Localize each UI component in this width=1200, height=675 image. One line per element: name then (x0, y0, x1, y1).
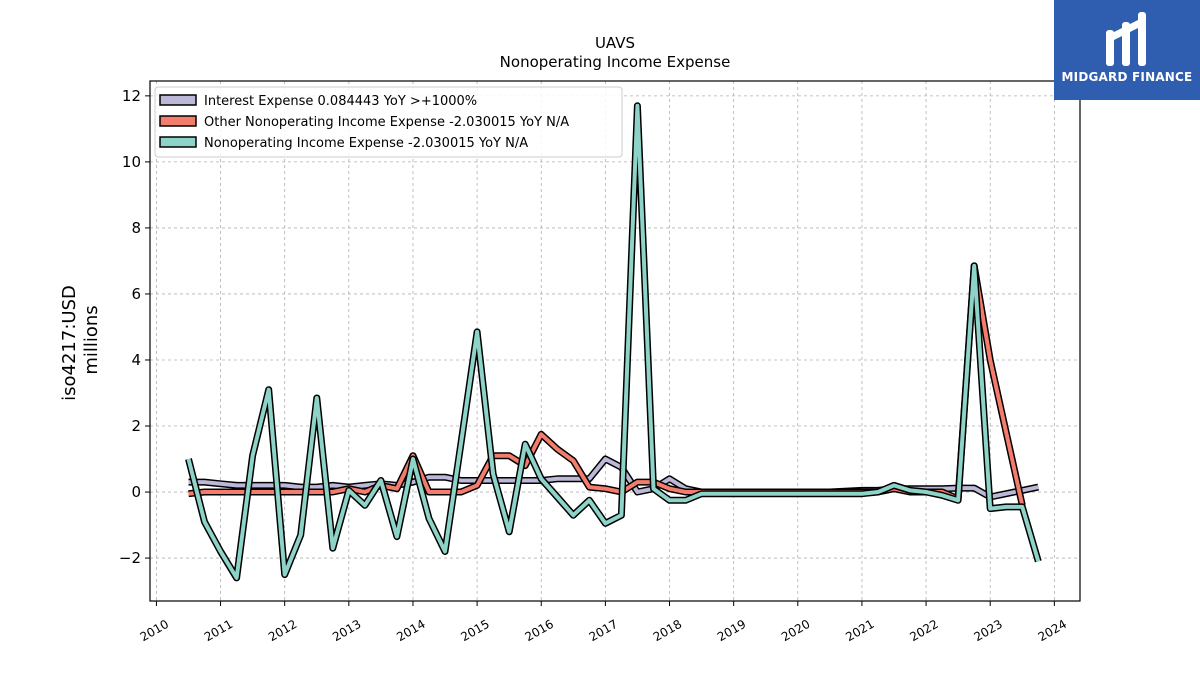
legend: Interest Expense 0.084443 YoY >+1000% Oth… (154, 86, 623, 158)
y-tick-label: 6 (131, 285, 141, 303)
brand-name: MIDGARD FINANCE (1061, 70, 1193, 84)
x-tick-label: 2018 (651, 617, 684, 644)
legend-item: Nonoperating Income Expense -2.030015 Yo… (159, 136, 528, 151)
y-tick-label: 10 (122, 153, 141, 171)
y-axis-label: iso4217:USD (59, 285, 80, 401)
y-tick-label: 2 (131, 417, 141, 435)
series-2-outline (188, 262, 1026, 507)
y-axis-label-units: millions (81, 305, 102, 374)
x-tick-label: 2012 (266, 617, 299, 644)
series-3-line (185, 102, 1042, 582)
x-ticks: 2010 2011 2012 2013 2014 2015 2016 2017 2018 2019… (138, 601, 1069, 644)
legend-item: Other Nonoperating Income Expense -2.030… (159, 115, 569, 130)
x-tick-label: 2010 (138, 617, 171, 644)
series-3-outline (185, 102, 1042, 582)
y-tick-label: 0 (131, 483, 141, 501)
legend-swatch (159, 115, 197, 127)
y-tick-label: 12 (122, 87, 141, 105)
x-tick-label: 2023 (971, 617, 1004, 644)
x-tick-label: 2021 (843, 617, 876, 644)
legend-item: Interest Expense 0.084443 YoY >+1000% (159, 94, 477, 109)
midgard-logo-icon (1106, 12, 1146, 66)
brand-logo: MIDGARD FINANCE (1054, 0, 1200, 100)
x-tick-label: 2011 (202, 617, 235, 644)
legend-label: Other Nonoperating Income Expense -2.030… (204, 115, 569, 130)
plot-frame (149, 80, 1081, 602)
x-tick-label: 2020 (779, 617, 812, 644)
chart-subtitle: Nonoperating Income Expense (500, 53, 731, 71)
y-ticks: −2 0 2 4 6 8 10 12 (119, 87, 150, 567)
y-tick-label: −2 (119, 549, 141, 567)
x-tick-label: 2014 (394, 617, 427, 644)
x-tick-label: 2017 (587, 617, 620, 644)
y-tick-label: 4 (131, 351, 141, 369)
series-2-stroke (188, 263, 1025, 506)
x-tick-label: 2019 (715, 617, 748, 644)
legend-label: Nonoperating Income Expense -2.030015 Yo… (204, 136, 528, 151)
legend-swatch (159, 136, 197, 148)
x-tick-label: 2016 (523, 617, 556, 644)
x-tick-label: 2013 (330, 617, 363, 644)
chart-title: UAVS (595, 34, 635, 52)
series-layer (185, 102, 1042, 582)
series-3-stroke (186, 103, 1041, 580)
y-tick-label: 8 (131, 219, 141, 237)
legend-label: Interest Expense 0.084443 YoY >+1000% (204, 94, 477, 109)
x-tick-label: 2015 (458, 617, 491, 644)
series-2-line (188, 262, 1026, 507)
grid (150, 81, 1080, 601)
legend-swatch (159, 94, 197, 106)
x-tick-label: 2024 (1036, 617, 1069, 644)
legend-box (154, 86, 623, 158)
x-tick-label: 2022 (907, 617, 940, 644)
